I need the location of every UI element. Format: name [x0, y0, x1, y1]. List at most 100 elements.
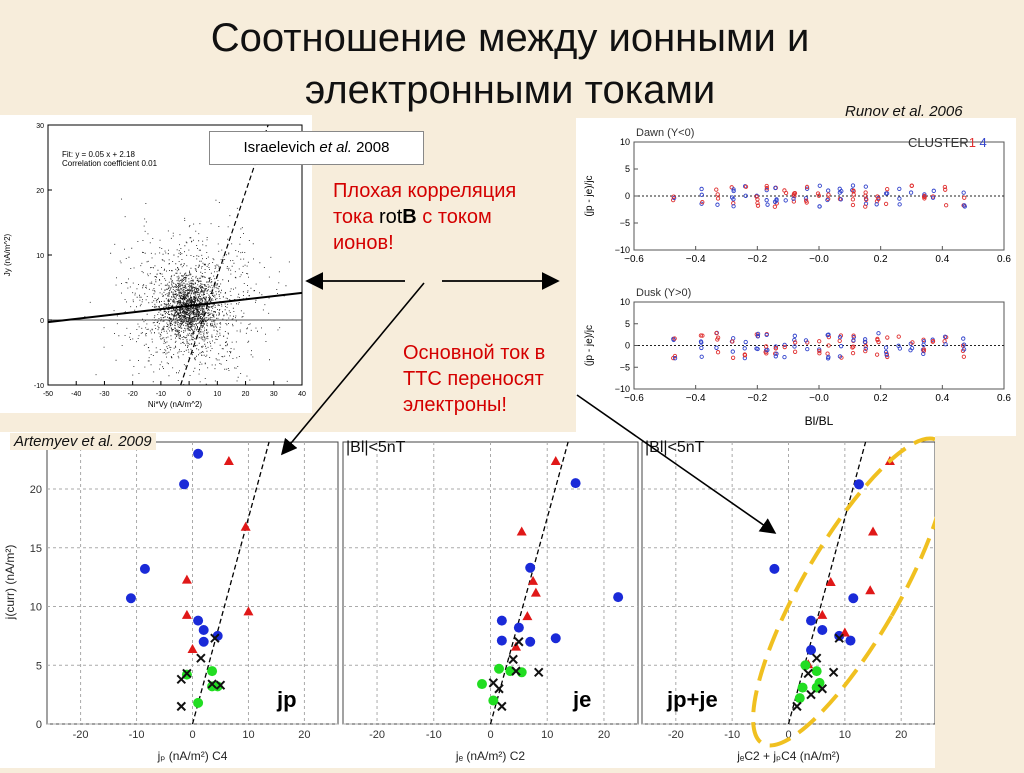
blue-point — [193, 448, 204, 459]
runov-point — [699, 345, 704, 351]
cross-point — [534, 667, 544, 678]
runov-point — [943, 187, 948, 192]
runov-point — [851, 344, 856, 349]
runov-point — [962, 203, 967, 208]
runov-point — [896, 334, 901, 339]
blue-point — [817, 625, 828, 635]
blue-point — [806, 644, 817, 655]
green-point — [193, 697, 204, 708]
runov-point — [884, 191, 890, 196]
runov-point — [863, 346, 868, 351]
runov-point — [961, 190, 966, 195]
runov-point — [792, 337, 797, 343]
y-tick-label: 10 — [620, 137, 630, 147]
blue-point — [198, 636, 209, 647]
x-tick-label: -20 — [73, 729, 89, 741]
runov-point — [743, 193, 748, 198]
runov-point — [961, 347, 967, 352]
red-triangle — [181, 609, 192, 619]
runov-point — [874, 352, 880, 357]
runov-point — [815, 191, 821, 196]
runov-point — [715, 196, 721, 201]
x-tick-label: 0.2 — [874, 254, 888, 265]
note1-line3: ионов! — [333, 232, 394, 254]
x-tick-label: −0.6 — [624, 393, 644, 404]
cross-point — [196, 653, 206, 663]
red-triangle — [868, 526, 879, 536]
title-line-2: электронными токами — [304, 68, 716, 112]
artemyev-y-label: j(curr) (nA/m²) — [3, 545, 17, 621]
runov-point — [921, 347, 927, 352]
runov-point — [851, 192, 856, 197]
note-poor-correlation: Плохая корреляция тока rotB с током ионо… — [333, 178, 516, 256]
runov-point — [743, 339, 748, 345]
x-tick-label: -10 — [724, 729, 740, 741]
red-triangle — [817, 609, 828, 619]
runov-point — [921, 342, 926, 347]
runov-point — [764, 198, 769, 203]
blue-point — [570, 478, 581, 489]
note2-line1: Основной ток в — [403, 342, 546, 364]
slide-title: Соотношение между ионными и электронными… — [100, 12, 920, 116]
runov-point — [783, 198, 788, 203]
runov-point — [883, 201, 889, 207]
blue-point — [769, 563, 780, 574]
runov-point — [672, 353, 678, 359]
runov-point — [922, 192, 927, 197]
x-tick-label: -20 — [128, 391, 138, 398]
runov-point — [782, 342, 787, 348]
runov-panel-label: Dawn (Y<0) — [636, 127, 694, 139]
runov-point — [782, 188, 787, 193]
runov-point — [897, 202, 902, 207]
artemyev-chart: -20 -10 0 10 20 jp jₚ (nA/m²) C4 -20 -10 0 10 20 |Bl… — [3, 436, 949, 763]
panel-big-label: jp — [276, 687, 297, 712]
runov-panel: Dawn (Y<0) (jp - je)/jc 10 5 0 −5 −10 −0.6 −0.4−… — [576, 118, 1016, 436]
x-tick-label: 0.6 — [997, 393, 1011, 404]
runov-point — [961, 342, 967, 347]
runov-point — [875, 337, 880, 343]
runov-point — [862, 339, 868, 345]
runov-point — [863, 344, 868, 349]
citation-etal: et al. — [319, 139, 352, 156]
runov-point — [863, 193, 868, 198]
runov-y-label: (jp - je)/jc — [584, 175, 595, 216]
fit-text: Fit: y = 0.05 x + 2.18 — [62, 150, 135, 159]
runov-point — [792, 333, 797, 338]
runov-point — [773, 354, 778, 359]
citation-year: 2008 — [356, 139, 390, 156]
cross-point — [811, 653, 822, 663]
runov-point — [837, 334, 843, 340]
runov-point — [805, 346, 810, 352]
runov-panel-label: Dusk (Y>0) — [636, 287, 691, 299]
runov-point — [731, 204, 736, 209]
runov-point — [838, 344, 844, 349]
runov-point — [714, 345, 719, 350]
runov-point — [804, 184, 810, 190]
artemyev-x-label: jₚ (nA/m²) C4 — [157, 749, 228, 763]
green-point — [811, 666, 822, 677]
green-point — [476, 679, 487, 690]
runov-point — [782, 344, 787, 350]
runov-point — [850, 183, 856, 188]
red-triangle — [223, 455, 234, 465]
runov-point — [851, 333, 856, 338]
x-tick-label: 0.4 — [935, 393, 949, 404]
runov-point — [922, 194, 927, 199]
credit-runov: Runov et al. 2006 — [845, 103, 963, 120]
runov-point — [863, 348, 868, 354]
red-triangle — [240, 521, 251, 531]
runov-point — [897, 196, 902, 201]
runov-point — [755, 203, 761, 208]
x-tick-label: 0.6 — [997, 254, 1011, 265]
y-tick-label: −5 — [620, 218, 630, 228]
runov-point — [755, 331, 761, 337]
runov-point — [837, 354, 843, 359]
runov-point — [863, 184, 868, 189]
runov-point — [699, 354, 704, 359]
y-tick-label: −5 — [620, 362, 630, 372]
runov-point — [962, 195, 967, 200]
note1-text-2: с током — [416, 206, 492, 228]
runov-point — [804, 186, 810, 191]
blue-point — [848, 593, 859, 604]
runov-point — [803, 196, 809, 201]
